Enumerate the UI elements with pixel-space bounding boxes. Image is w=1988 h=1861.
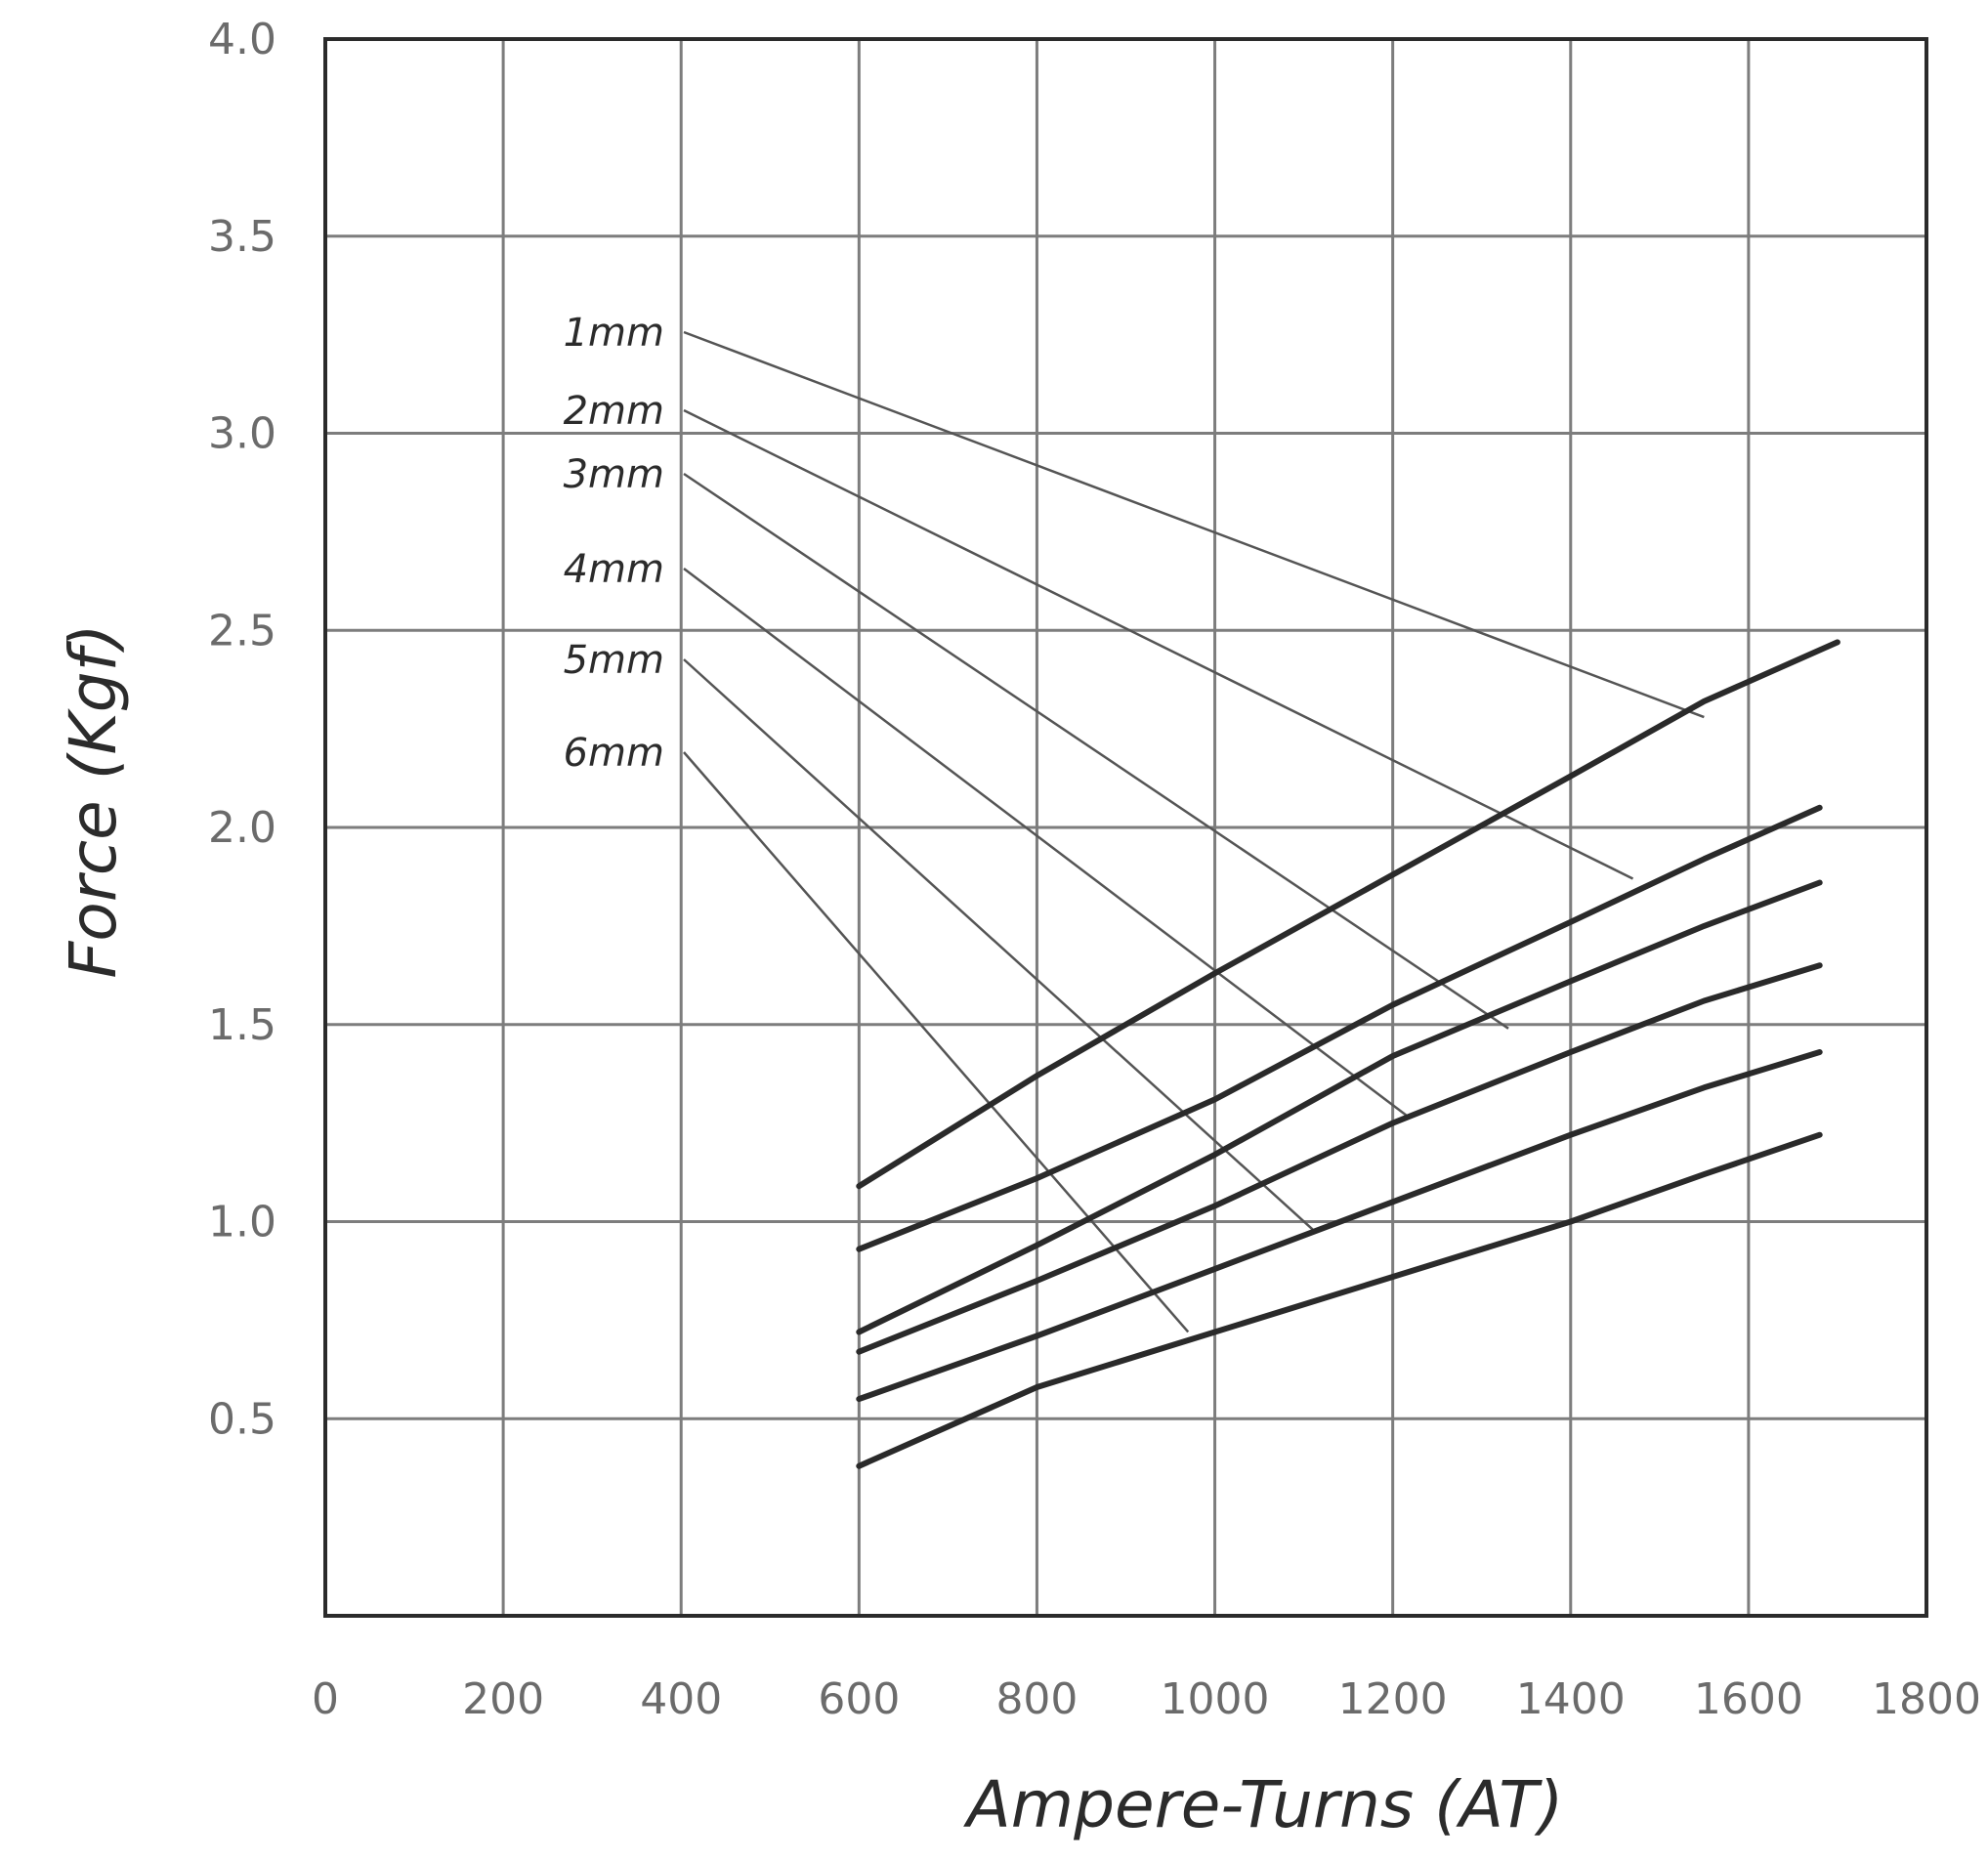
x-tick-label: 1000 [1161, 1674, 1270, 1724]
x-tick-label: 400 [640, 1674, 722, 1724]
x-tick-label: 1600 [1694, 1674, 1803, 1724]
grid [325, 39, 1926, 1616]
leader-line-1mm [683, 330, 1705, 719]
curve-label-3mm: 3mm [564, 452, 664, 497]
x-tick-label: 200 [462, 1674, 544, 1724]
x-tick-label: 600 [818, 1674, 900, 1724]
y-tick-label: 3.5 [208, 212, 276, 262]
series-lines [856, 639, 1840, 1469]
x-tick-labels: 0 200 400 600 800 1000 1200 1400 1600 1800 [312, 1674, 1981, 1724]
leader-line-2mm [683, 408, 1634, 880]
series-line-5mm [856, 1049, 1823, 1403]
leader-line-6mm [683, 751, 1190, 1333]
y-tick-label: 0.5 [208, 1394, 276, 1444]
y-tick-label: 1.5 [208, 1000, 276, 1050]
x-axis-title: Ampere-Turns (AT) [963, 1767, 1564, 1842]
y-axis-title: Force (Kgf) [56, 623, 131, 978]
series-line-6mm [856, 1131, 1823, 1469]
curve-labels: 1mm 2mm 3mm 4mm 5mm 6mm [564, 311, 664, 776]
leader-line-3mm [683, 472, 1509, 1030]
leader-line-4mm [683, 568, 1408, 1117]
y-tick-label: 3.0 [208, 409, 276, 459]
curve-label-1mm: 1mm [564, 311, 664, 356]
curve-label-6mm: 6mm [564, 731, 664, 776]
y-tick-label: 1.0 [208, 1198, 276, 1248]
series-line-4mm [856, 962, 1823, 1355]
y-tick-labels: 0.5 1.0 1.5 2.0 2.5 3.0 3.5 4.0 [208, 15, 276, 1444]
curve-label-5mm: 5mm [564, 638, 664, 683]
y-tick-label: 4.0 [208, 15, 276, 64]
x-tick-label: 1400 [1516, 1674, 1626, 1724]
x-tick-label: 800 [995, 1674, 1078, 1724]
curve-label-leaders [683, 330, 1705, 1333]
y-tick-label: 2.5 [208, 606, 276, 656]
x-tick-label: 0 [312, 1674, 339, 1724]
leader-line-5mm [683, 658, 1314, 1231]
x-tick-label: 1800 [1872, 1674, 1981, 1724]
y-tick-label: 2.0 [208, 803, 276, 853]
x-tick-label: 1200 [1338, 1674, 1448, 1724]
series-line-2mm [856, 804, 1823, 1252]
curve-label-2mm: 2mm [564, 389, 664, 434]
series-line-1mm [856, 639, 1840, 1190]
series-line-3mm [856, 879, 1823, 1335]
plot-frame [323, 37, 1928, 1618]
curve-label-4mm: 4mm [564, 547, 664, 592]
